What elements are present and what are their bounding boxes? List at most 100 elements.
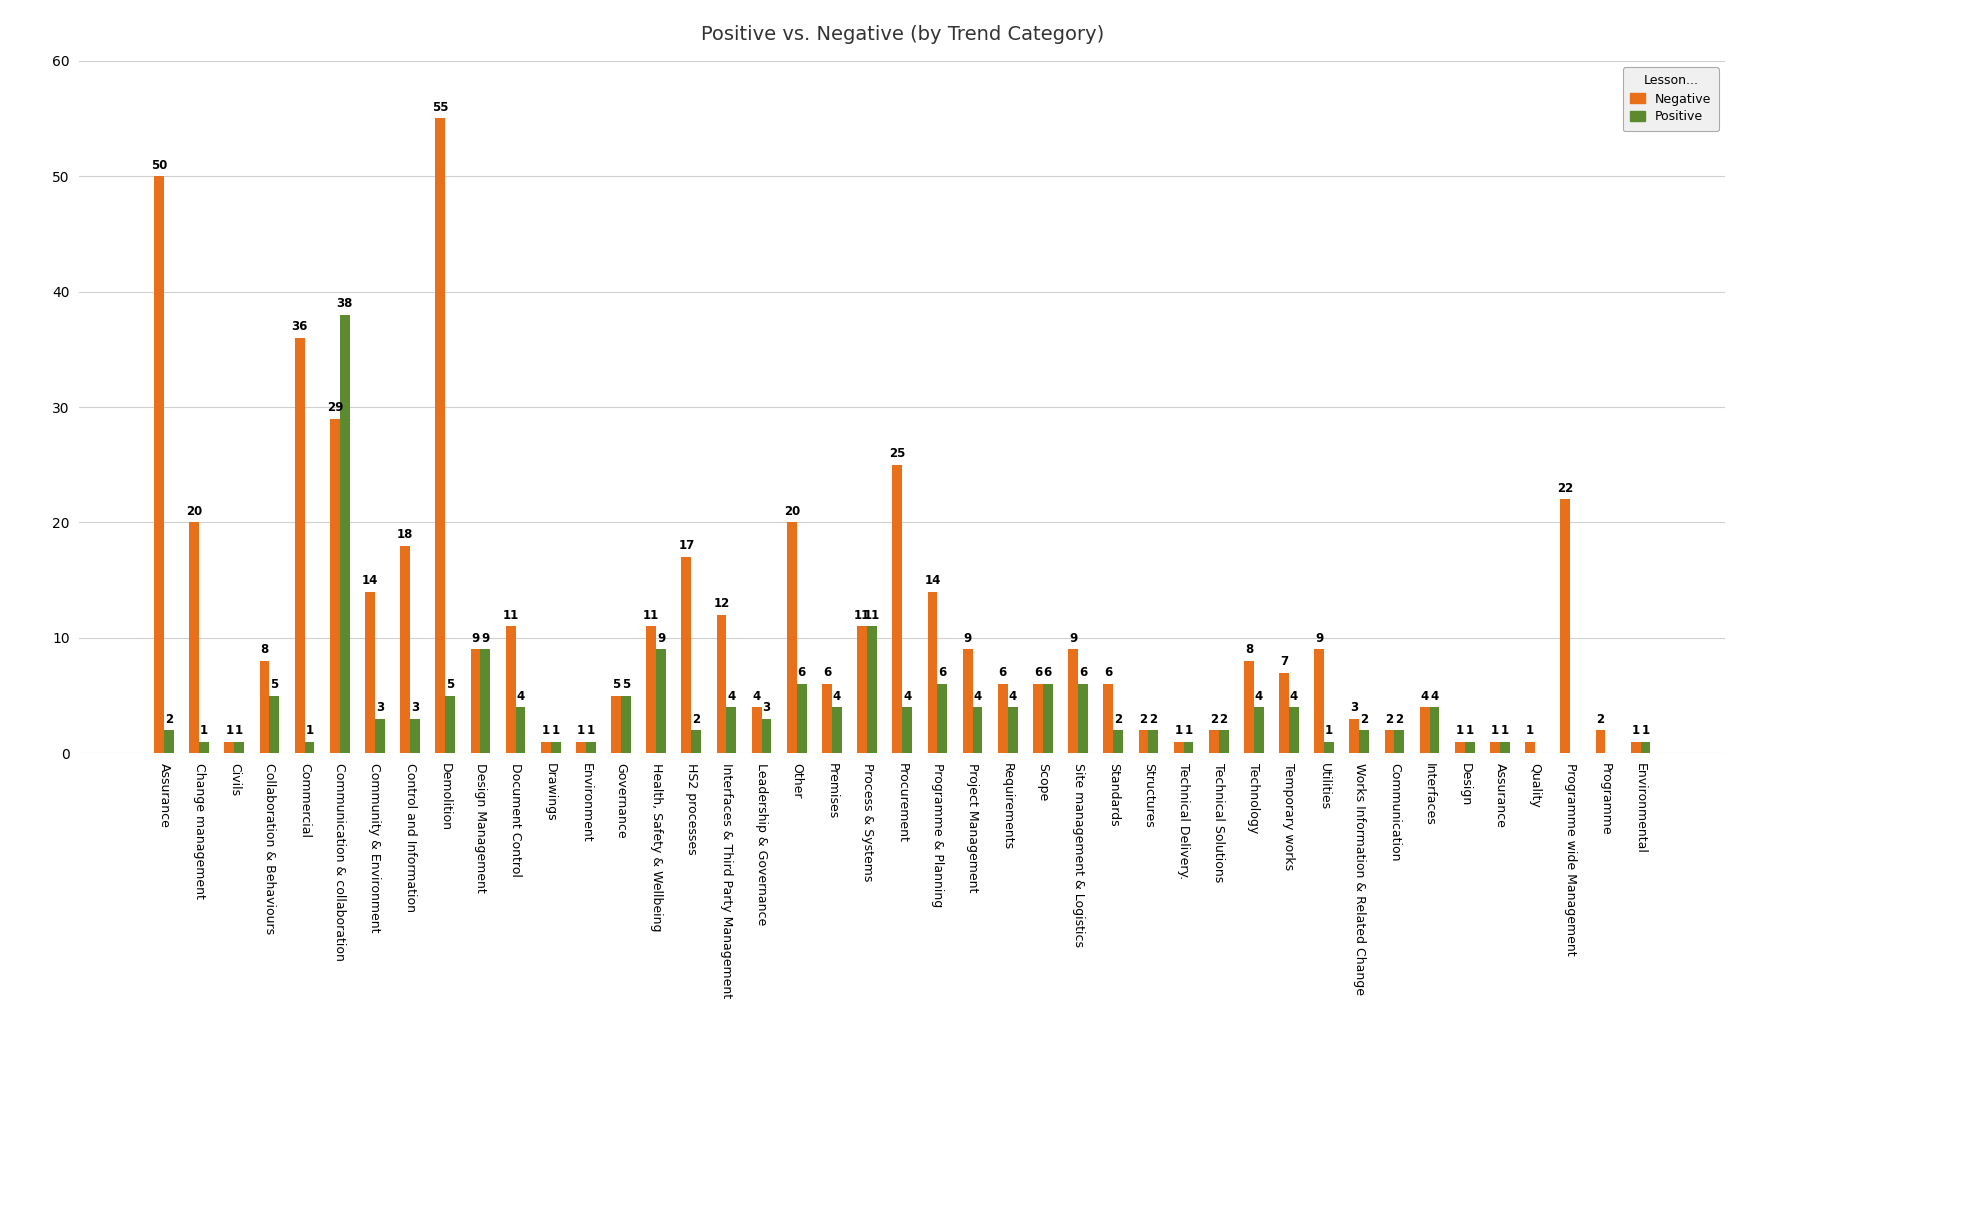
Bar xyxy=(1455,741,1465,753)
Text: 25: 25 xyxy=(888,447,906,460)
Bar xyxy=(971,707,981,753)
Text: 1: 1 xyxy=(200,724,208,738)
Legend: Negative, Positive: Negative, Positive xyxy=(1621,67,1718,131)
Text: 1: 1 xyxy=(226,724,234,738)
Text: 2: 2 xyxy=(1385,713,1393,725)
Bar xyxy=(1358,730,1368,753)
Text: 5: 5 xyxy=(270,678,277,691)
Text: 8: 8 xyxy=(260,644,268,656)
Text: 4: 4 xyxy=(515,690,525,702)
Text: 1: 1 xyxy=(1173,724,1181,738)
Bar xyxy=(1043,684,1052,753)
Text: 4: 4 xyxy=(973,690,981,702)
Bar xyxy=(305,741,315,753)
Bar xyxy=(198,741,208,753)
Bar xyxy=(1278,673,1288,753)
Text: 2: 2 xyxy=(1140,713,1148,725)
Text: 3: 3 xyxy=(410,701,418,714)
Text: 2: 2 xyxy=(1150,713,1157,725)
Text: 1: 1 xyxy=(1490,724,1498,738)
Text: 3: 3 xyxy=(763,701,771,714)
Bar xyxy=(797,684,807,753)
Text: 12: 12 xyxy=(714,598,729,610)
Text: 4: 4 xyxy=(832,690,840,702)
Text: 4: 4 xyxy=(1429,690,1437,702)
Text: 22: 22 xyxy=(1556,482,1572,495)
Text: 1: 1 xyxy=(1465,724,1473,738)
Text: 1: 1 xyxy=(1526,724,1534,738)
Bar xyxy=(1383,730,1393,753)
Bar xyxy=(751,707,761,753)
Bar xyxy=(260,661,270,753)
Bar xyxy=(1629,741,1639,753)
Bar xyxy=(1639,741,1649,753)
Text: 6: 6 xyxy=(797,667,805,679)
Text: 1: 1 xyxy=(577,724,585,738)
Text: 2: 2 xyxy=(1360,713,1368,725)
Text: 4: 4 xyxy=(753,690,761,702)
Text: 6: 6 xyxy=(1033,667,1043,679)
Text: 4: 4 xyxy=(1419,690,1429,702)
Text: 6: 6 xyxy=(1104,667,1112,679)
Bar xyxy=(575,741,585,753)
Bar xyxy=(165,730,174,753)
Text: 7: 7 xyxy=(1278,655,1288,668)
Bar xyxy=(856,627,866,753)
Bar xyxy=(155,176,165,753)
Bar xyxy=(1209,730,1219,753)
Bar xyxy=(832,707,842,753)
Bar xyxy=(1112,730,1122,753)
Bar xyxy=(551,741,561,753)
Text: 1: 1 xyxy=(1641,724,1649,738)
Text: 11: 11 xyxy=(642,609,660,622)
Text: 9: 9 xyxy=(963,632,971,645)
Text: 4: 4 xyxy=(1009,690,1017,702)
Bar xyxy=(1033,684,1043,753)
Text: 17: 17 xyxy=(678,539,694,553)
Bar xyxy=(692,730,702,753)
Text: 2: 2 xyxy=(1209,713,1217,725)
Bar xyxy=(505,627,515,753)
Text: 1: 1 xyxy=(305,724,313,738)
Text: 11: 11 xyxy=(864,609,880,622)
Text: 6: 6 xyxy=(999,667,1007,679)
Text: 1: 1 xyxy=(1455,724,1463,738)
Text: 1: 1 xyxy=(587,724,595,738)
Bar xyxy=(1596,730,1605,753)
Bar xyxy=(365,592,375,753)
Text: 9: 9 xyxy=(482,632,490,645)
Bar xyxy=(1393,730,1403,753)
Text: 5: 5 xyxy=(446,678,454,691)
Bar xyxy=(1078,684,1088,753)
Bar xyxy=(610,695,620,753)
Text: 9: 9 xyxy=(1314,632,1322,645)
Text: 20: 20 xyxy=(186,505,202,518)
Text: 3: 3 xyxy=(1350,701,1358,714)
Text: 9: 9 xyxy=(472,632,480,645)
Bar xyxy=(716,615,725,753)
Bar xyxy=(902,707,912,753)
Text: 8: 8 xyxy=(1245,644,1253,656)
Bar xyxy=(997,684,1007,753)
Text: 4: 4 xyxy=(1255,690,1263,702)
Bar xyxy=(892,465,902,753)
Bar xyxy=(1419,707,1429,753)
Bar xyxy=(1219,730,1229,753)
Bar xyxy=(1243,661,1253,753)
Bar xyxy=(329,419,339,753)
Text: 2: 2 xyxy=(1395,713,1403,725)
Bar xyxy=(1068,649,1078,753)
Text: 29: 29 xyxy=(327,401,343,414)
Bar xyxy=(937,684,947,753)
Bar xyxy=(515,707,525,753)
Text: 5: 5 xyxy=(622,678,630,691)
Text: 36: 36 xyxy=(291,321,307,333)
Text: 2: 2 xyxy=(1114,713,1122,725)
Text: 55: 55 xyxy=(432,101,448,114)
Bar xyxy=(646,627,656,753)
Bar xyxy=(295,338,305,753)
Bar xyxy=(234,741,244,753)
Bar xyxy=(1524,741,1534,753)
Text: 1: 1 xyxy=(541,724,549,738)
Bar xyxy=(446,695,454,753)
